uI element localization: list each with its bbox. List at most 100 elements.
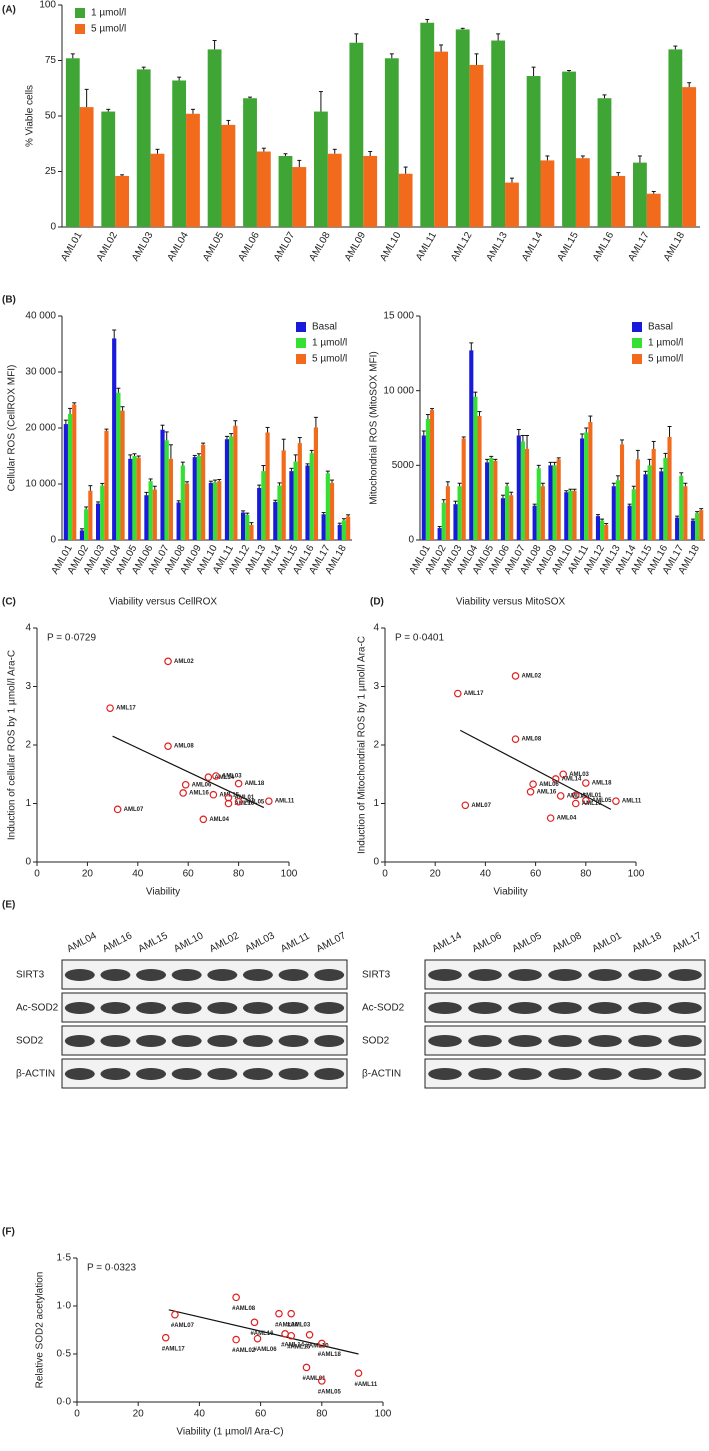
bar: [575, 158, 590, 227]
x-tick-label: AML02: [95, 230, 121, 263]
point: [461, 801, 470, 810]
bar: [562, 71, 576, 227]
blot-band: [171, 1002, 202, 1014]
x-tick-label: AML07: [272, 230, 298, 263]
point: [571, 791, 580, 800]
y-tick-label: 1·5: [57, 1253, 72, 1264]
blot-column-label: AML10: [172, 930, 206, 955]
point-label: #AML07: [171, 1323, 195, 1329]
trendline: [460, 729, 612, 810]
bar: [305, 465, 310, 540]
bar: [461, 438, 466, 540]
bar: [453, 504, 458, 540]
bar: [663, 457, 668, 540]
bar: [233, 425, 238, 540]
blot-band: [64, 1068, 95, 1080]
y-tick-label: 0·5: [57, 1349, 72, 1360]
bar: [212, 482, 218, 540]
y-tick-label: 3: [25, 681, 31, 692]
point: [212, 772, 220, 780]
bar: [597, 98, 612, 228]
legend-label: 5 µmol/l: [648, 354, 683, 365]
bar: [172, 80, 187, 227]
bar: [564, 492, 569, 540]
y-tick-label: 1·0: [57, 1301, 72, 1312]
point-label: AML02: [174, 659, 194, 665]
point-label: AML05: [245, 799, 265, 805]
x-tick-label: 20: [82, 869, 94, 880]
blot-band: [64, 969, 95, 981]
blot-band: [428, 1068, 462, 1080]
bar: [536, 468, 541, 540]
y-tick-label: 4: [25, 623, 31, 634]
point-label: AML08: [522, 737, 542, 743]
bar: [500, 498, 506, 540]
point: [526, 787, 535, 796]
blot-band: [242, 1068, 273, 1080]
y-axis-label: Relative SOD2 acetylation: [35, 1272, 46, 1389]
bar: [469, 350, 474, 540]
blot-band: [278, 1068, 309, 1080]
trendline: [168, 1309, 359, 1355]
bar: [524, 448, 530, 540]
legend-swatch: [296, 354, 306, 364]
legend-swatch: [632, 338, 642, 348]
x-tick-label: 80: [233, 869, 245, 880]
blot-band: [548, 1068, 582, 1080]
y-tick-label: 0: [373, 857, 379, 868]
point: [181, 780, 190, 789]
chart-title: Viability versus MitoSOX: [456, 597, 566, 608]
blot-band: [136, 1068, 167, 1080]
bar: [659, 471, 664, 540]
blot-row-label: β-ACTIN: [16, 1069, 55, 1080]
bar: [548, 465, 553, 540]
bar: [615, 480, 620, 540]
point-label: AML10: [235, 801, 255, 807]
point-label: AML06: [192, 782, 212, 788]
blot-column-label: AML03: [243, 930, 277, 955]
blot-band: [278, 1002, 309, 1014]
bar: [384, 58, 399, 227]
bar: [434, 51, 448, 228]
point-label: #AML15: [287, 1344, 311, 1350]
y-tick-label: 15 000: [383, 311, 414, 322]
bar: [588, 422, 593, 540]
point: [224, 799, 233, 808]
panel-label: (B): [2, 295, 16, 306]
bar: [489, 457, 494, 540]
point-label: #AML02: [232, 1348, 256, 1354]
blot-band: [171, 969, 202, 981]
point: [612, 797, 620, 805]
bar: [421, 435, 426, 540]
x-tick-label: 60: [530, 869, 542, 880]
bar: [556, 459, 561, 540]
bar: [469, 64, 484, 227]
bar: [79, 530, 85, 540]
bar: [526, 76, 541, 227]
y-tick-label: 2: [373, 740, 379, 751]
point: [209, 790, 218, 799]
bar: [651, 448, 656, 540]
blot-band: [171, 1068, 202, 1080]
x-tick-label: 40: [132, 869, 144, 880]
x-tick-label: AML08: [307, 230, 333, 263]
bar: [675, 517, 680, 540]
bar: [552, 465, 557, 540]
y-tick-label: 0·0: [57, 1397, 72, 1408]
x-tick-label: AML04: [166, 230, 192, 263]
x-tick-label: AML03: [130, 230, 156, 263]
y-tick-label: 50: [45, 111, 57, 122]
bar: [363, 155, 378, 227]
bar: [321, 514, 326, 540]
bar: [646, 193, 661, 227]
y-tick-label: 10 000: [383, 385, 414, 396]
x-tick-label: 80: [316, 1409, 328, 1420]
blot-band: [314, 1002, 345, 1014]
bar: [325, 473, 330, 540]
bar: [79, 107, 94, 227]
blot-column-label: AML01: [590, 930, 624, 955]
blot-row-label: Ac-SOD2: [16, 1003, 59, 1014]
point-label: #AML01: [303, 1376, 327, 1382]
point: [546, 814, 555, 822]
bar: [313, 427, 319, 540]
